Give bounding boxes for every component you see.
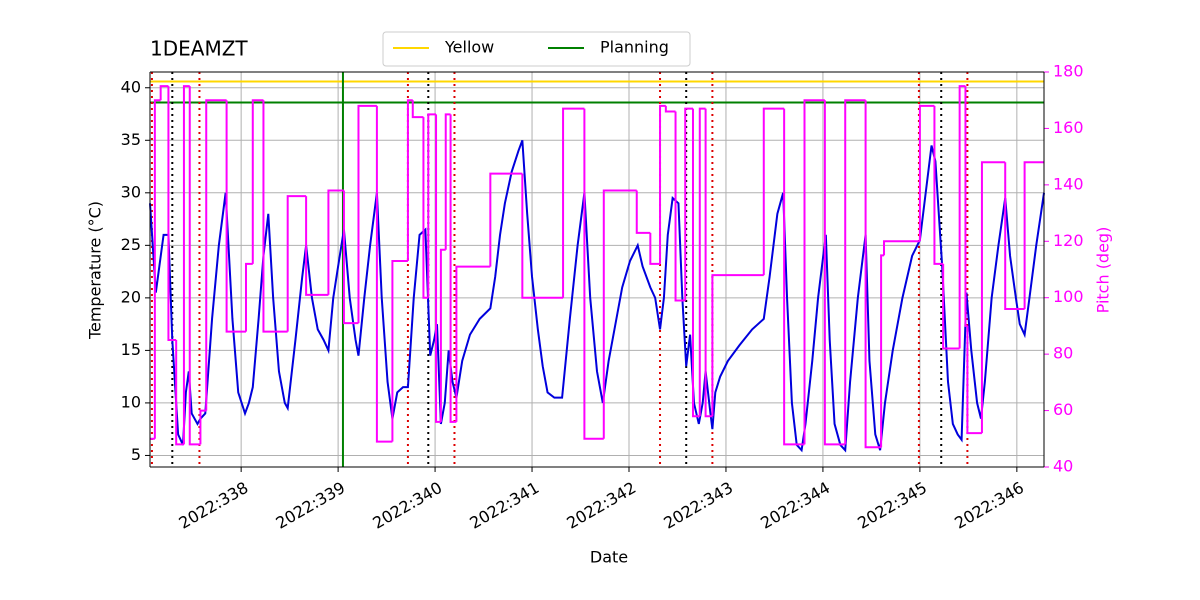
step-segment — [562, 107, 585, 298]
x-tick-label: 2022:346 — [951, 478, 1027, 533]
step-segment — [966, 325, 982, 435]
step-segment — [933, 105, 944, 265]
x-tick-label: 2022:344 — [757, 478, 833, 533]
x-tick-label: 2022:343 — [660, 478, 736, 533]
step-segment — [342, 190, 359, 325]
step-segment — [175, 340, 184, 446]
step-segment — [883, 240, 920, 256]
step-segment — [182, 85, 190, 445]
step-segment — [199, 409, 207, 445]
step-segment — [1023, 161, 1044, 309]
step-segment — [435, 114, 441, 423]
step-segment — [521, 173, 564, 299]
step-segment — [286, 195, 307, 332]
step-segment — [844, 99, 866, 445]
step-segment — [439, 248, 446, 422]
step-segment — [327, 189, 344, 295]
legend-label: Planning — [600, 38, 669, 57]
chart-title: 1DEAMZT — [150, 37, 248, 61]
step-segment — [391, 260, 408, 442]
step-segment — [691, 108, 700, 418]
step-segment — [942, 263, 960, 350]
y-tick-label: 35 — [121, 130, 141, 149]
x-tick-label: 2022:338 — [176, 478, 252, 533]
step-segment — [980, 161, 1006, 434]
step-segment — [444, 113, 451, 250]
x-tick-label: 2022:345 — [854, 478, 930, 533]
y2-tick-label: 100 — [1053, 287, 1084, 306]
y-tick-label: 10 — [121, 392, 141, 411]
y2-tick-label: 40 — [1053, 457, 1073, 476]
step-segment — [427, 113, 437, 298]
step-segment — [188, 86, 201, 446]
step-segment — [664, 105, 676, 113]
y2-tick-label: 60 — [1053, 400, 1073, 419]
y2-axis-label: Pitch (deg) — [1094, 227, 1113, 314]
step-segment — [153, 99, 161, 439]
step-segment — [635, 190, 651, 234]
step-segment — [357, 104, 377, 324]
x-tick-label: 2022:339 — [272, 478, 348, 533]
step-segment — [704, 108, 713, 418]
step-segment — [422, 117, 429, 299]
step-segment — [167, 86, 177, 342]
step-segment — [583, 108, 604, 440]
y-tick-label: 15 — [121, 340, 141, 359]
step-segment — [489, 172, 523, 267]
step-segment — [449, 114, 457, 423]
step-segment — [1004, 162, 1025, 310]
step-segment — [225, 100, 246, 333]
step-segment — [262, 100, 288, 333]
step-segment — [406, 99, 413, 262]
step-segment — [803, 99, 825, 445]
y-tick-label: 25 — [121, 235, 141, 254]
step-segment — [711, 274, 764, 417]
step-segment — [698, 107, 706, 417]
step-segment — [783, 108, 805, 446]
step-segment — [375, 105, 393, 443]
y-tick-label: 20 — [121, 287, 141, 306]
x-tick-label: 2022:342 — [563, 478, 639, 533]
step-segment — [205, 99, 227, 411]
y2-tick-label: 140 — [1053, 174, 1084, 193]
step-segment — [674, 111, 686, 302]
step-segment — [880, 254, 885, 448]
y-axis-label: Temperature (°C) — [86, 201, 105, 340]
legend-label: Yellow — [444, 38, 494, 57]
line — [149, 139, 1045, 453]
y2-tick-label: 80 — [1053, 344, 1073, 363]
y2-tick-label: 160 — [1053, 118, 1084, 137]
step-segment — [159, 85, 169, 101]
step-segment — [659, 104, 666, 264]
y-tick-label: 30 — [121, 182, 141, 201]
y-tick-label: 5 — [131, 445, 141, 464]
x-tick-label: 2022:341 — [466, 478, 542, 533]
step-segment — [602, 189, 637, 439]
legend-box — [382, 31, 691, 67]
y2-tick-label: 120 — [1053, 231, 1084, 250]
step-segment — [684, 107, 693, 301]
step-segment — [455, 265, 491, 422]
legend: Yellow Planning — [382, 31, 691, 67]
step-segment — [305, 196, 329, 296]
step-segment — [823, 100, 846, 446]
step-segment — [244, 262, 253, 332]
step-segment — [958, 85, 966, 349]
step-segment — [251, 99, 264, 264]
step-segment — [411, 100, 424, 119]
y2-tick-label: 180 — [1053, 62, 1084, 81]
step-segment — [918, 104, 935, 242]
step-segment — [864, 100, 882, 449]
y-tick-label: 40 — [121, 77, 141, 96]
x-tick-label: 2022:340 — [369, 478, 445, 533]
step-segment — [649, 232, 661, 265]
step-segment — [762, 107, 785, 276]
x-axis-label: Date — [590, 548, 628, 567]
